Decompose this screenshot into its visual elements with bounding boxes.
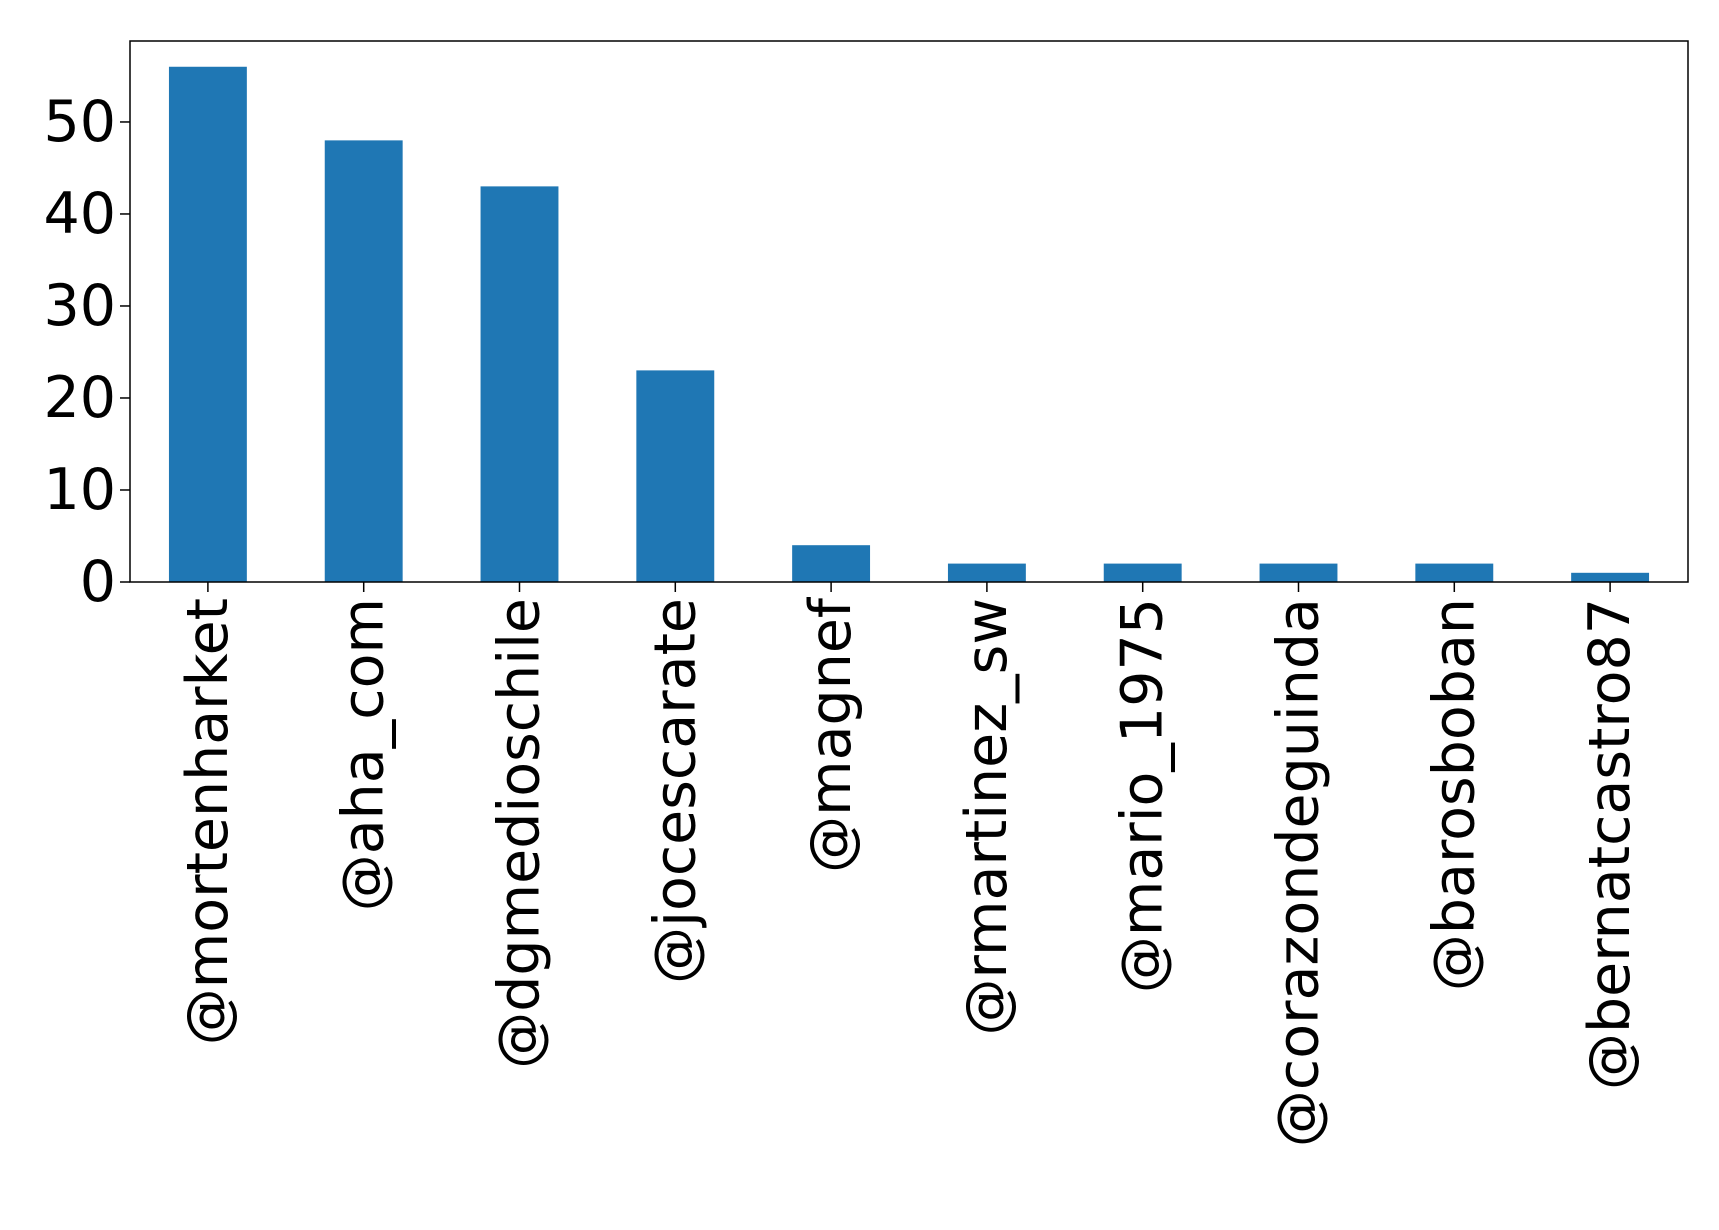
- x-tick-label-4: @magnef: [798, 596, 864, 873]
- x-tick-label-3: @jocescarate: [642, 598, 708, 984]
- x-tick-label-8: @barosboban: [1421, 598, 1487, 991]
- bar-0: [168, 66, 247, 582]
- bar-5: [947, 563, 1026, 582]
- y-tick-label-5: 50: [43, 89, 116, 155]
- x-tick-label-5: @rmartinez_sw: [954, 598, 1020, 1035]
- y-tick-label-1: 10: [43, 457, 116, 523]
- x-tick-label-9: @bernatcastro87: [1577, 598, 1643, 1090]
- bar-3: [636, 370, 715, 582]
- bar-1: [324, 140, 403, 582]
- bar-7: [1259, 563, 1338, 582]
- x-tick-label-7: @corazondeguinda: [1266, 598, 1332, 1147]
- y-tick-label-2: 20: [43, 365, 116, 431]
- x-tick-label-6: @mario_1975: [1110, 598, 1176, 993]
- plot-frame: [129, 40, 1689, 583]
- y-tick-label-3: 30: [43, 273, 116, 339]
- x-tick-label-1: @aha_com: [331, 598, 397, 911]
- x-tick-label-2: @dgmedioschile: [487, 598, 553, 1069]
- bar-6: [1103, 563, 1182, 582]
- y-tick-label-4: 40: [43, 181, 116, 247]
- bar-4: [792, 545, 871, 582]
- x-axis: @mortenharket @aha_com @dgmedioschile @joce…: [175, 582, 1643, 1147]
- bar-2: [480, 186, 559, 583]
- x-tick-label-0: @mortenharket: [175, 598, 241, 1045]
- bars-group: [168, 66, 1650, 583]
- bar-8: [1415, 563, 1494, 582]
- y-axis: 0 10 20 30 40 50: [43, 89, 130, 615]
- bar-9: [1571, 572, 1650, 582]
- y-tick-label-0: 0: [80, 549, 116, 615]
